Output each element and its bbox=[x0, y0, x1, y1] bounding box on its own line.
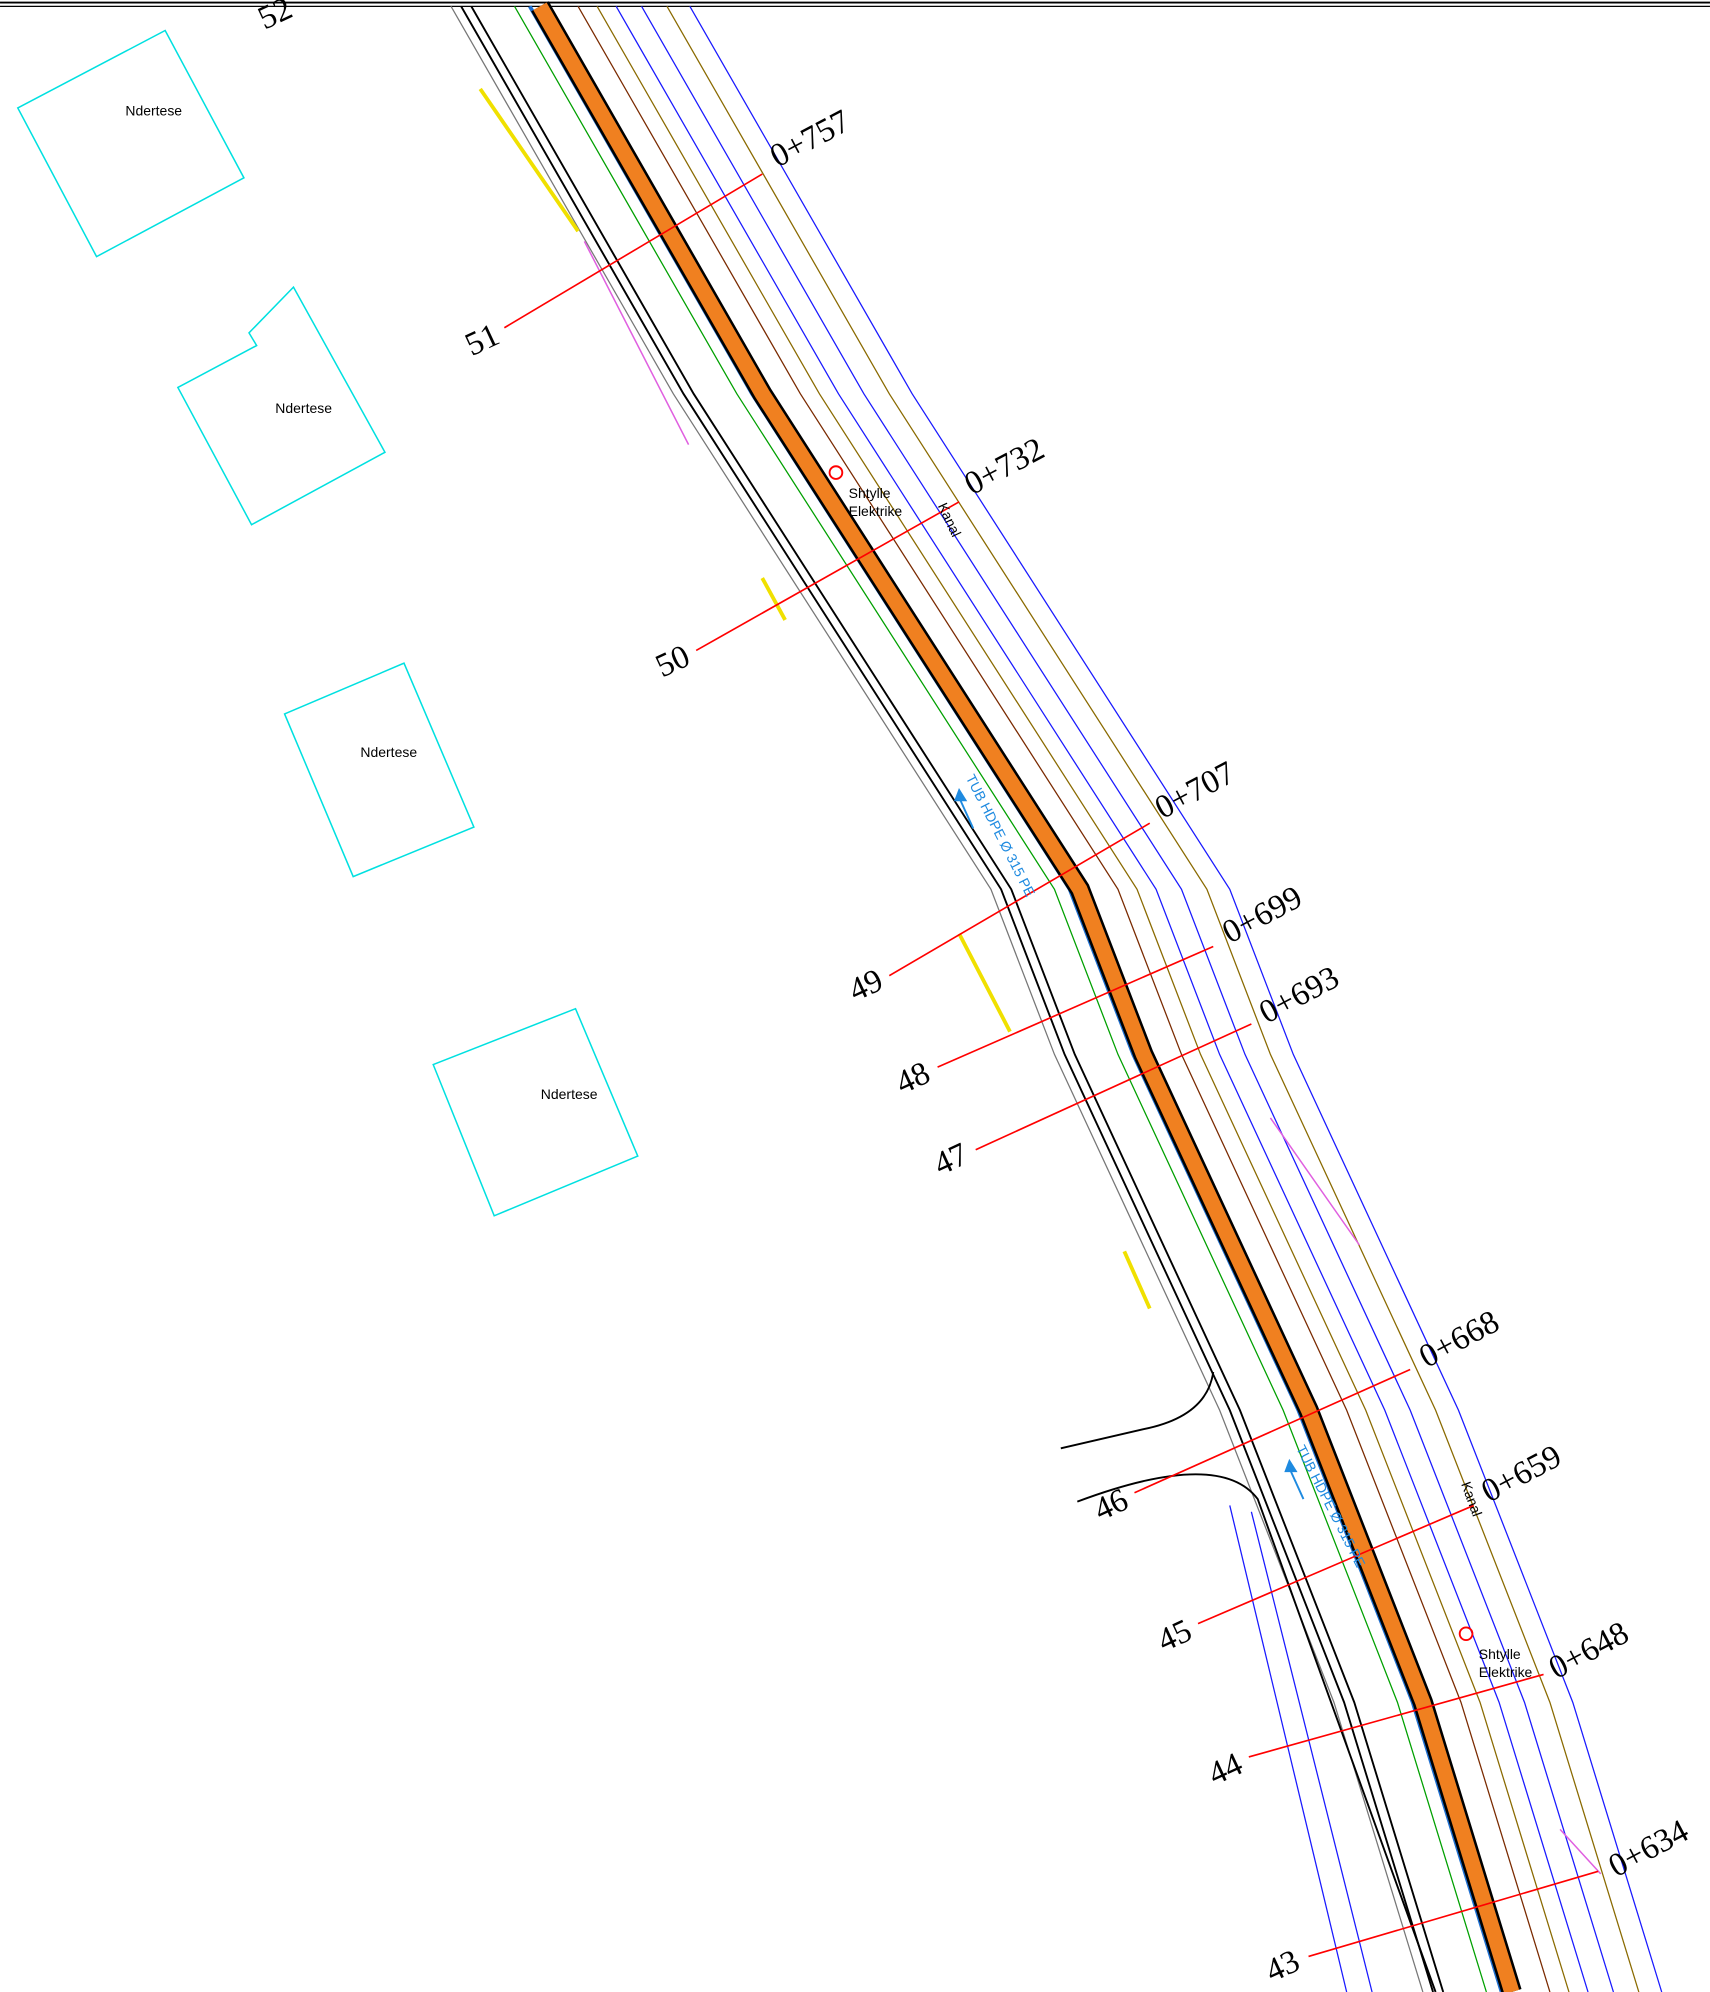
section-line bbox=[888, 822, 1151, 977]
building bbox=[432, 1007, 639, 1217]
yellow-line bbox=[478, 87, 1152, 1310]
canal-label: Kanal bbox=[935, 500, 965, 539]
section-number: 50 bbox=[650, 638, 695, 685]
road-line bbox=[450, 6, 1424, 1992]
road-line bbox=[528, 5, 1504, 1992]
section-number: 52 bbox=[253, 0, 298, 37]
road-line bbox=[470, 5, 1445, 1992]
section-line bbox=[1134, 1368, 1411, 1494]
section-number: 48 bbox=[890, 1055, 935, 1102]
pole-label: Elektrike bbox=[1479, 1664, 1533, 1680]
building-label: Ndertese bbox=[125, 103, 182, 119]
road-line bbox=[460, 5, 1434, 1992]
building bbox=[283, 662, 475, 878]
road-line bbox=[596, 6, 1570, 1992]
road-line bbox=[641, 6, 1615, 1992]
section-number: 44 bbox=[1203, 1746, 1248, 1793]
chainage: 0+693 bbox=[1253, 959, 1345, 1031]
section-number: 43 bbox=[1260, 1943, 1305, 1990]
pole-symbol bbox=[1458, 1626, 1474, 1642]
chainage: 0+668 bbox=[1414, 1304, 1506, 1376]
side-road bbox=[1076, 1473, 1437, 1992]
annotations: Ndertese Ndertese Ndertese Ndertese 52 51 0+75… bbox=[16, 0, 1695, 1990]
section-number: 49 bbox=[843, 962, 888, 1009]
pole-label: Shtylle bbox=[849, 485, 891, 501]
section-number: 47 bbox=[929, 1136, 974, 1183]
section-line bbox=[937, 945, 1214, 1068]
building-label: Ndertese bbox=[541, 1086, 598, 1102]
building bbox=[176, 285, 386, 526]
pipe-arrow bbox=[1284, 1458, 1305, 1500]
chainage: 0+757 bbox=[764, 103, 856, 175]
magenta-line bbox=[583, 241, 1602, 1875]
road bbox=[450, 1, 1663, 1992]
road-line bbox=[689, 6, 1663, 1992]
chainage: 0+707 bbox=[1149, 755, 1241, 827]
road-line bbox=[615, 6, 1589, 1992]
side-road bbox=[1229, 1505, 1373, 1992]
road-line bbox=[513, 6, 1488, 1992]
pipe-arrow bbox=[953, 788, 975, 829]
pole-label: Elektrike bbox=[849, 503, 903, 519]
section-line bbox=[1248, 1673, 1544, 1758]
section-line bbox=[975, 1023, 1252, 1151]
section-number: 51 bbox=[460, 317, 505, 364]
chainage: 0+659 bbox=[1476, 1438, 1568, 1510]
pole-label: Shtylle bbox=[1479, 1646, 1521, 1662]
section-number: 46 bbox=[1089, 1482, 1134, 1529]
chainage: 0+648 bbox=[1543, 1615, 1635, 1687]
pavement bbox=[533, 2, 1520, 1992]
pole-symbol bbox=[828, 465, 844, 480]
chainage: 0+732 bbox=[959, 431, 1051, 503]
section-number: 45 bbox=[1152, 1613, 1197, 1660]
section-line bbox=[503, 173, 763, 329]
section-line bbox=[695, 501, 960, 652]
chainage: 0+634 bbox=[1603, 1813, 1695, 1885]
road-line bbox=[577, 6, 1551, 1992]
road-line bbox=[666, 6, 1640, 1992]
side-road bbox=[1060, 1371, 1215, 1450]
building-label: Ndertese bbox=[360, 744, 417, 760]
section-line bbox=[1197, 1504, 1475, 1625]
section-line bbox=[1308, 1870, 1599, 1958]
building bbox=[16, 29, 245, 258]
building-label: Ndertese bbox=[275, 400, 332, 416]
